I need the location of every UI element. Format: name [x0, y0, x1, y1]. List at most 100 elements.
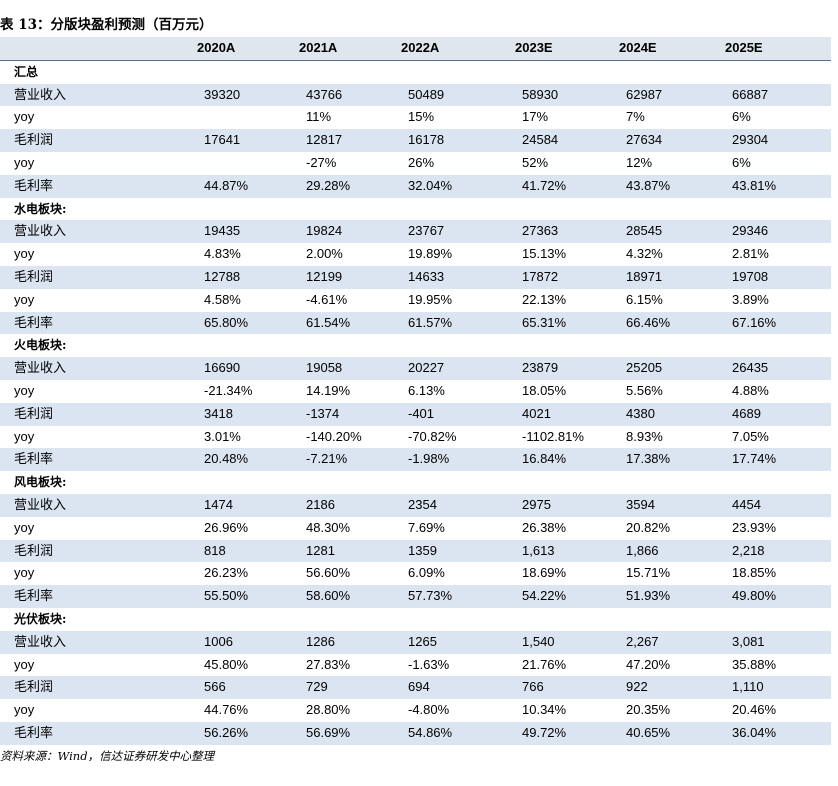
table-cell: 2975 [515, 493, 619, 517]
table-cell: 57.73% [401, 585, 515, 608]
column-header: 2022A [401, 37, 515, 61]
table-cell: 56.69% [299, 721, 401, 745]
section-header-row: 光伏板块: [0, 608, 831, 631]
column-header: 2021A [299, 37, 401, 61]
table-cell: 2,267 [619, 630, 725, 654]
table-cell: 1359 [401, 539, 515, 563]
table-cell: 17% [522, 109, 549, 125]
table-cell: 17641 [197, 129, 299, 152]
table-cell: 19824 [299, 220, 401, 244]
table-row: 营业收入 16690 19058 20227 23879 25205 26435 [0, 357, 831, 380]
table-cell: 16690 [197, 357, 299, 380]
table-cell: 7.05% [732, 428, 769, 444]
table-cell: -1102.81% [522, 428, 584, 444]
table-cell: 18971 [619, 265, 725, 289]
table-cell: 6% [732, 109, 751, 125]
table-cell: -1374 [299, 402, 401, 426]
table-cell: -7.21% [299, 448, 401, 472]
table-cell: 45.80% [204, 656, 249, 672]
table-cell: 4.88% [732, 382, 769, 398]
table-cell: 4454 [725, 493, 831, 517]
table-row: yoy -21.34% 14.19% 6.13% 18.05% 5.56% 4.88% [0, 380, 831, 403]
table-cell: 20.46% [732, 702, 777, 718]
table-cell: 17872 [515, 265, 619, 289]
table-cell: 66.46% [619, 311, 725, 335]
table-cell: 18.69% [522, 565, 567, 581]
table-cell: 41.72% [515, 174, 619, 198]
table-cell: 818 [197, 539, 299, 563]
row-label: 营业收入 [0, 493, 197, 517]
table-cell: 14.19% [306, 382, 351, 398]
table-cell: 17.74% [725, 448, 831, 472]
table-cell: 12199 [299, 265, 401, 289]
column-header: 2020A [197, 37, 299, 61]
row-label: 毛利率 [0, 174, 197, 198]
table-cell: -1.63% [408, 656, 450, 672]
table-row: yoy 11% 15% 17% 7% 6% [0, 106, 831, 129]
table-cell: 3,081 [725, 630, 831, 654]
table-cell: 29304 [725, 129, 831, 152]
table-cell: 6.13% [408, 382, 445, 398]
table-cell: 766 [515, 676, 619, 700]
row-label: 毛利润 [0, 539, 197, 563]
table-cell: 23879 [515, 357, 619, 380]
table-cell: 566 [197, 676, 299, 700]
row-label: 毛利润 [0, 129, 197, 152]
row-label: 毛利润 [0, 402, 197, 426]
table-cell: 23767 [401, 220, 515, 244]
table-cell: 22.13% [522, 291, 567, 307]
row-label: yoy [14, 519, 35, 535]
table-cell: 3.89% [732, 291, 769, 307]
table-row: 毛利润 17641 12817 16178 24584 27634 29304 [0, 129, 831, 152]
table-cell: 7.69% [408, 519, 445, 535]
section-header-row: 汇总 [0, 60, 831, 83]
table-cell: 4.32% [626, 246, 663, 262]
table-cell: 14633 [401, 265, 515, 289]
table-cell: 21.76% [522, 656, 567, 672]
table-cell: 15% [408, 109, 435, 125]
table-cell: 4.83% [204, 246, 241, 262]
table-cell: 16.84% [515, 448, 619, 472]
section-title: 光伏板块: [14, 611, 67, 626]
table-row: yoy 26.96% 48.30% 7.69% 26.38% 20.82% 23.93% [0, 517, 831, 540]
row-label: 营业收入 [0, 357, 197, 380]
table-cell: -1.98% [401, 448, 515, 472]
table-cell: 43.87% [619, 174, 725, 198]
table-cell: 6% [732, 154, 751, 170]
table-cell: 26435 [725, 357, 831, 380]
row-label: yoy [14, 702, 35, 718]
row-label: yoy [14, 382, 35, 398]
table-row: 营业收入 1006 1286 1265 1,540 2,267 3,081 [0, 630, 831, 654]
table-cell: 44.76% [204, 702, 249, 718]
table-cell: 11% [306, 109, 332, 125]
table-cell: 55.50% [197, 585, 299, 608]
row-label: 毛利率 [0, 585, 197, 608]
table-cell: -4.61% [306, 291, 348, 307]
table-cell: 23.93% [732, 519, 777, 535]
table-cell: 6.09% [408, 565, 445, 581]
table-cell: 1286 [299, 630, 401, 654]
table-cell: 24584 [515, 129, 619, 152]
table-cell: 18.85% [732, 565, 777, 581]
table-cell: 62987 [619, 83, 725, 107]
table-row: 毛利率 65.80% 61.54% 61.57% 65.31% 66.46% 67.16% [0, 311, 831, 335]
table-cell: 66887 [725, 83, 831, 107]
table-cell: 35.88% [732, 656, 777, 672]
section-title: 汇总 [14, 64, 39, 79]
table-cell: 4689 [725, 402, 831, 426]
table-cell: 65.80% [197, 311, 299, 335]
table-cell: 39320 [197, 83, 299, 107]
table-cell: 26% [408, 154, 435, 170]
table-cell: -27% [306, 154, 337, 170]
table-cell: 12% [626, 154, 653, 170]
table-cell: 2.81% [732, 246, 769, 262]
table-cell: 27634 [619, 129, 725, 152]
table-cell: 26.96% [204, 519, 249, 535]
table-row: 营业收入 1474 2186 2354 2975 3594 4454 [0, 493, 831, 517]
table-cell: 29346 [725, 220, 831, 244]
row-label: yoy [14, 291, 35, 307]
table-cell: 32.04% [401, 174, 515, 198]
table-cell: 18.05% [522, 382, 567, 398]
table-cell: 61.57% [401, 311, 515, 335]
table-cell: 1281 [299, 539, 401, 563]
